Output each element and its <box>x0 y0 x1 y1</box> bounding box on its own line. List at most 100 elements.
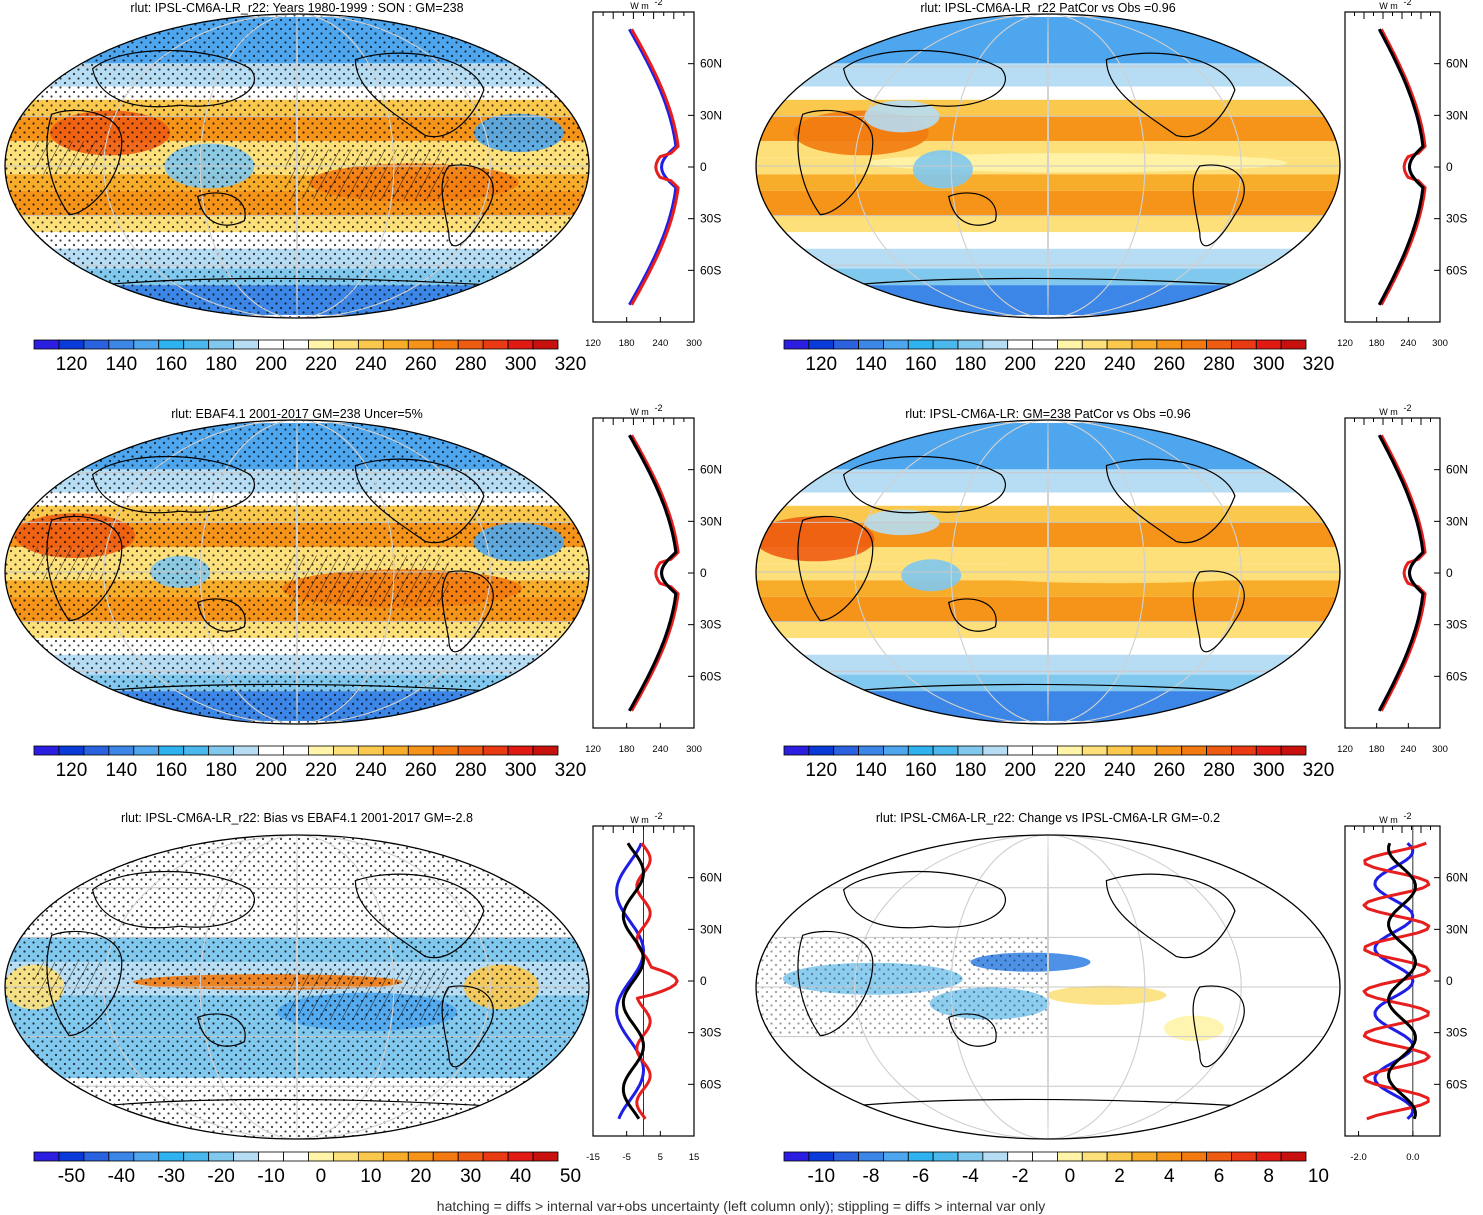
profile-xtick-label: 5 <box>658 1152 663 1163</box>
colorbar-cell <box>482 745 509 756</box>
profile-unit-exp: -2 <box>1404 403 1412 413</box>
colorbar-label: 200 <box>1004 760 1036 781</box>
profile-xtick-label: 180 <box>619 338 635 349</box>
map-field <box>756 420 1340 724</box>
profile-unit: W m <box>1379 815 1398 825</box>
colorbar-cell <box>1032 745 1058 756</box>
colorbar-cell <box>1081 745 1108 756</box>
colorbar-label: 260 <box>1153 760 1185 781</box>
colorbar-cell <box>1131 339 1158 350</box>
colorbar-cell <box>808 745 835 756</box>
colorbar-cell <box>982 745 1009 756</box>
colorbar-cell <box>432 1151 459 1162</box>
colorbar-cell <box>1280 1151 1307 1162</box>
colorbar-label: 4 <box>1164 1166 1175 1187</box>
colorbar-label: 140 <box>105 354 137 375</box>
colorbar-cell <box>507 339 534 350</box>
colorbar-label: 0 <box>316 1166 327 1187</box>
colorbar-cell <box>1057 745 1083 756</box>
map-title: rlut: IPSL-CM6A-LR_r22: Change vs IPSL-C… <box>876 811 1220 825</box>
colorbar-cell <box>982 339 1009 350</box>
colorbar-cell <box>1255 1151 1282 1162</box>
colorbar-cell <box>1007 1151 1033 1162</box>
map-field <box>756 14 1340 318</box>
colorbar-cell <box>407 339 434 350</box>
map-outline <box>4 13 590 319</box>
profile-unit-exp: -2 <box>655 403 663 413</box>
colorbar-cell <box>1081 339 1108 350</box>
colorbar-2: 120 140 160 180 200 220 240 260 280 300 320 <box>783 339 1334 375</box>
colorbar-label: 300 <box>505 354 537 375</box>
colorbar-label: -4 <box>962 1166 979 1187</box>
colorbar-cell <box>532 339 559 350</box>
colorbar-cell <box>158 339 185 350</box>
colorbar-label: -8 <box>863 1166 880 1187</box>
colorbar-label: -10 <box>808 1166 835 1187</box>
lat-label: 30N <box>700 514 722 528</box>
colorbar-cell <box>1057 339 1083 350</box>
colorbar-cell <box>33 1151 60 1162</box>
colorbar-cell <box>308 1151 334 1162</box>
profile-xtick-label: 240 <box>1400 744 1416 755</box>
colorbar-cell <box>482 1151 509 1162</box>
lat-label: 60N <box>1446 871 1468 885</box>
lat-label: 60N <box>700 463 722 477</box>
colorbar-cell <box>283 745 309 756</box>
colorbar-cell <box>1032 339 1058 350</box>
colorbar-cell <box>907 339 934 350</box>
colorbar-label: 320 <box>555 760 587 781</box>
colorbar-label: 240 <box>1104 354 1136 375</box>
lat-label: 30S <box>1446 212 1467 226</box>
profile-series-black <box>1377 28 1425 306</box>
colorbar-label: -40 <box>108 1166 135 1187</box>
lat-label: 0 <box>700 974 707 988</box>
colorbar-cell <box>333 339 359 350</box>
colorbar-cell <box>407 745 434 756</box>
colorbar-cell <box>83 1151 110 1162</box>
colorbar-label: 50 <box>560 1166 581 1187</box>
colorbar-label: 300 <box>1253 354 1285 375</box>
profile-xtick-label: 300 <box>686 338 702 349</box>
lat-label: 0 <box>700 566 707 580</box>
colorbar-cell <box>482 339 509 350</box>
map-panel-3: rlut: EBAF4.1 2001-2017 GM=238 Uncer=5% <box>4 407 590 725</box>
colorbar-label: 180 <box>955 760 987 781</box>
colorbar-cell <box>957 1151 984 1162</box>
profile-series-red <box>1380 28 1427 306</box>
colorbar-cell <box>108 745 135 756</box>
profile-frame <box>1344 11 1441 323</box>
colorbar-cell <box>158 745 185 756</box>
lat-label: 60S <box>700 1077 721 1091</box>
colorbar-cell <box>1206 745 1232 756</box>
lat-label: 30S <box>700 618 721 632</box>
zonal-profile-3: W m -2 60N 30N 0 30S 60S 120 180 240 300 <box>585 403 722 755</box>
colorbar-cell <box>233 1151 259 1162</box>
colorbar-label: 300 <box>1253 760 1285 781</box>
colorbar-label: -2 <box>1012 1166 1029 1187</box>
lat-label: 30N <box>700 922 722 936</box>
profile-unit: W m <box>630 1 649 11</box>
colorbar-cell <box>333 745 359 756</box>
colorbar-6: -10 -8 -6 -4 -2 0 2 4 6 8 10 <box>783 1151 1329 1187</box>
colorbar-3: 120 140 160 180 200 220 240 260 280 300 320 <box>33 745 587 781</box>
colorbar-cell <box>957 339 984 350</box>
profile-series-black <box>628 434 678 712</box>
profile-series-red <box>1362 841 1431 1121</box>
map-field <box>5 420 589 724</box>
colorbar-cell <box>333 1151 359 1162</box>
profile-xtick-label: 300 <box>686 744 702 755</box>
colorbar-cell <box>133 339 160 350</box>
colorbar-cell <box>1156 745 1183 756</box>
colorbar-cell <box>357 745 384 756</box>
colorbar-label: 200 <box>1004 354 1036 375</box>
colorbar-label: 240 <box>355 760 387 781</box>
profile-xtick-label: 240 <box>1400 338 1416 349</box>
colorbar-cell <box>883 339 909 350</box>
profile-series-red <box>630 28 680 306</box>
colorbar-label: 0 <box>1065 1166 1076 1187</box>
profile-frame <box>1344 417 1441 729</box>
profile-xtick-label: 300 <box>1432 744 1448 755</box>
map-title: rlut: IPSL-CM6A-LR: GM=238 PatCor vs Obs… <box>905 407 1191 421</box>
zonal-profile-4: W m -2 60N 30N 0 30S 60S 120 180 240 300 <box>1337 403 1468 755</box>
colorbar-label: 260 <box>405 760 437 781</box>
